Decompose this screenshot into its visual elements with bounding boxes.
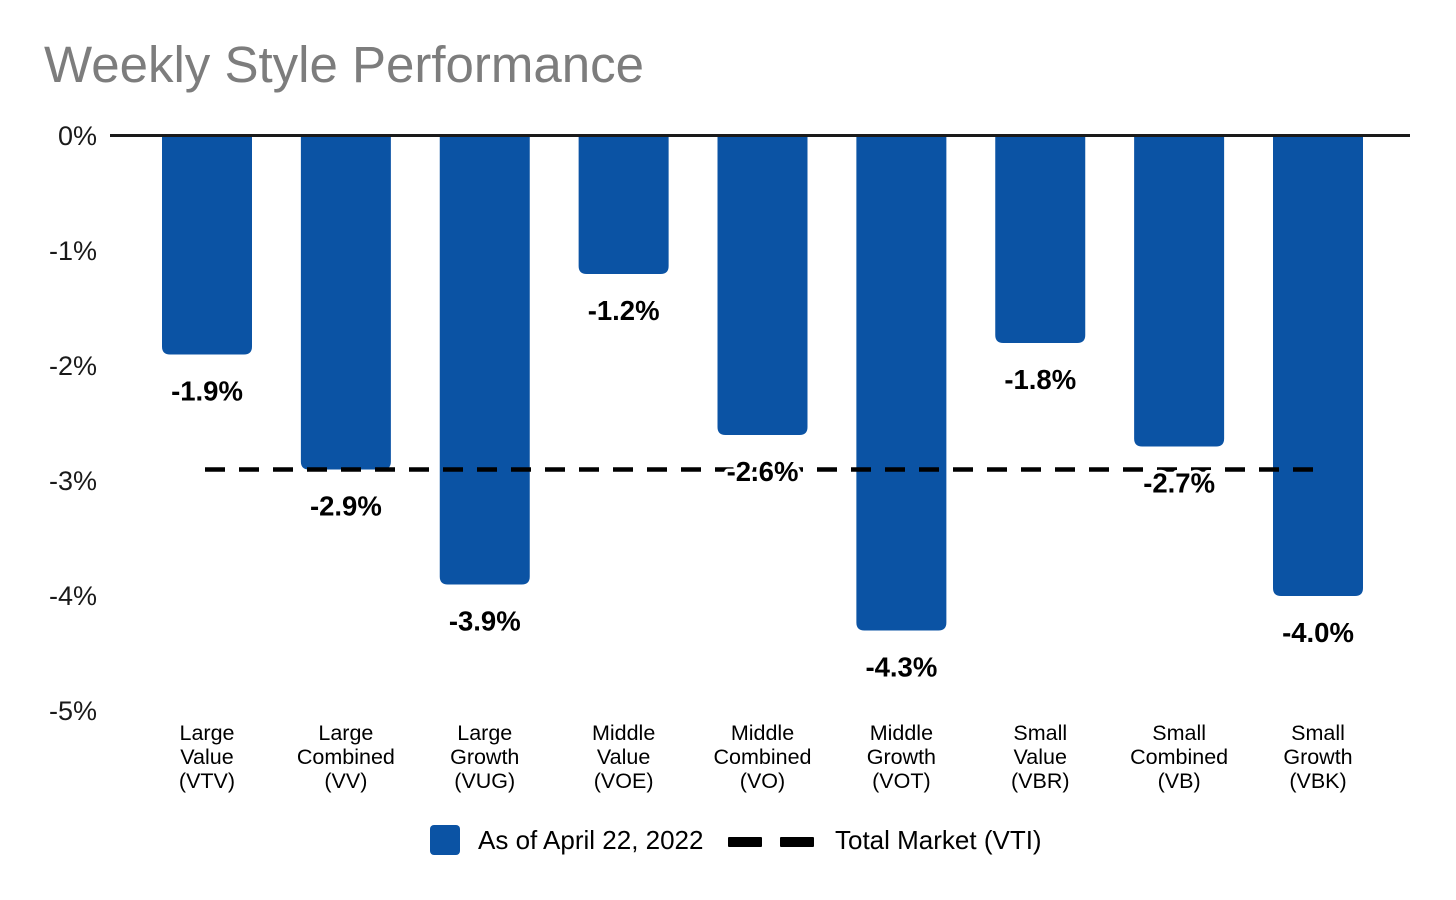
- chart-bar-vug: [439, 137, 530, 585]
- legend-series-swatch: [430, 825, 460, 855]
- x-axis-category-label: Large Growth (VUG): [450, 721, 519, 793]
- bar-value-label: -2.7%: [1143, 468, 1215, 499]
- chart-bar-vot: [856, 137, 947, 631]
- x-axis-category-label: Middle Value (VOE): [592, 721, 655, 793]
- legend-dashed-line-icon: [728, 837, 814, 847]
- x-axis-category-label: Large Combined (VV): [297, 721, 395, 793]
- bar-value-label: -1.2%: [588, 295, 660, 326]
- chart-bar-vbr: [995, 137, 1086, 343]
- y-axis-tick-label: -1%: [49, 236, 97, 266]
- bar-value-label: -4.0%: [1282, 617, 1354, 648]
- bar-value-label: -4.3%: [865, 652, 937, 683]
- x-axis-category-label: Middle Growth (VOT): [867, 721, 936, 793]
- x-axis-category-label: Large Value (VTV): [179, 721, 235, 793]
- legend-reference-label: Total Market (VTI): [835, 825, 1042, 855]
- chart-bar-vv: [300, 137, 391, 470]
- x-axis-category-label: Small Combined (VB): [1130, 721, 1228, 793]
- y-axis-tick-label: -2%: [49, 351, 97, 381]
- x-axis-category-label: Small Growth (VBK): [1283, 721, 1352, 793]
- chart-bar-vbk: [1273, 137, 1363, 596]
- legend-series-label: As of April 22, 2022: [478, 825, 704, 855]
- chart-bar-vo: [717, 137, 808, 435]
- bar-value-label: -2.6%: [727, 456, 799, 487]
- bar-value-label: -3.9%: [449, 606, 521, 637]
- bar-value-label: -1.8%: [1004, 364, 1076, 395]
- x-axis-category-label: Small Value (VBR): [1011, 721, 1070, 793]
- y-axis-tick-label: 0%: [58, 121, 97, 151]
- dash-segment: [780, 837, 814, 847]
- chart-title: Weekly Style Performance: [44, 36, 644, 93]
- chart-bar-vb: [1134, 137, 1225, 447]
- chart-bar-vtv: [162, 137, 252, 355]
- y-axis-tick-label: -4%: [49, 581, 97, 611]
- bar-value-label: -1.9%: [171, 376, 243, 407]
- chart-bar-voe: [578, 137, 669, 274]
- y-axis-tick-label: -3%: [49, 466, 97, 496]
- legend: As of April 22, 2022 Total Market (VTI): [0, 818, 1456, 868]
- bar-value-label: -2.9%: [310, 491, 382, 522]
- dash-segment: [728, 837, 762, 847]
- y-axis-tick-label: -5%: [49, 696, 97, 726]
- x-axis-category-label: Middle Combined (VO): [714, 721, 812, 793]
